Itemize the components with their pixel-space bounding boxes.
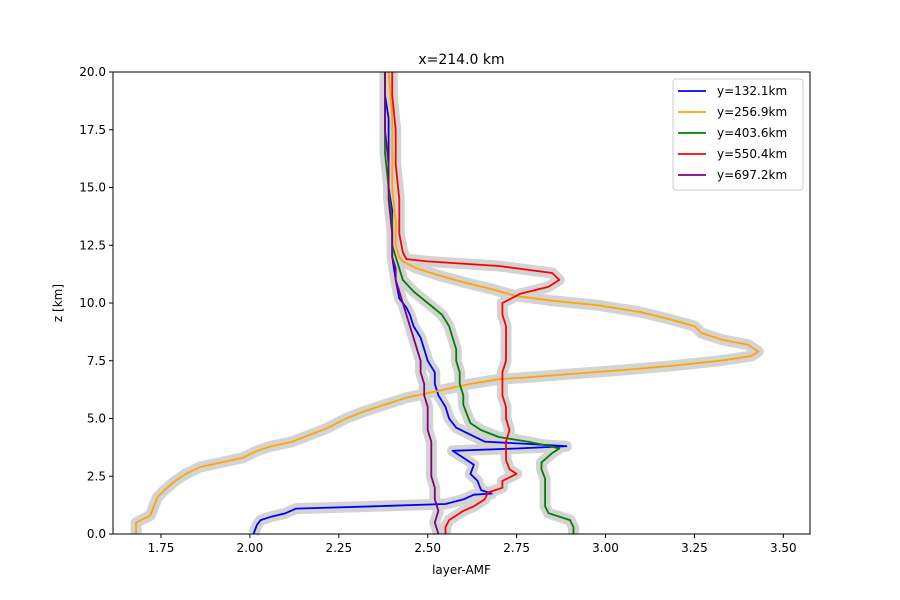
legend-label: y=132.1km: [717, 84, 787, 98]
series-line-2: [135, 71, 760, 534]
legend: y=132.1km y=256.9km y=403.6km y=550.4km y=69…: [672, 78, 804, 191]
x-tick-label: 1.75: [148, 541, 175, 555]
y-tick-label: 2.5: [87, 469, 106, 483]
chart-title: x=214.0 km: [418, 52, 504, 68]
x-tick-label: 3.50: [770, 541, 797, 555]
x-tick-label: 2.00: [237, 541, 264, 555]
x-tick-label: 2.25: [325, 541, 352, 555]
y-tick-label: 15.0: [79, 181, 106, 195]
y-tick-label: 17.5: [79, 123, 106, 137]
y-tick-label: 7.5: [87, 354, 106, 368]
y-axis-label: z [km]: [51, 284, 65, 322]
legend-label: y=697.2km: [717, 168, 787, 182]
y-tick-label: 10.0: [79, 296, 106, 310]
x-tick-label: 2.50: [414, 541, 441, 555]
series-line-3: [384, 72, 575, 534]
legend-label: y=256.9km: [717, 105, 787, 119]
x-tick-label: 3.00: [592, 541, 619, 555]
series-line-5: [384, 72, 440, 535]
y-tick-label: 0.0: [87, 527, 106, 541]
legend-label: y=550.4km: [717, 147, 787, 161]
y-tick-label: 12.5: [79, 238, 106, 252]
x-tick-label: 3.25: [681, 541, 708, 555]
y-tick-label: 20.0: [79, 65, 106, 79]
x-axis-label: layer-AMF: [432, 563, 491, 577]
legend-box: [672, 78, 804, 191]
y-tick-label: 5.0: [87, 412, 106, 426]
x-tick-label: 2.75: [503, 541, 530, 555]
legend-label: y=403.6km: [717, 126, 787, 140]
series-line-4: [391, 72, 561, 534]
